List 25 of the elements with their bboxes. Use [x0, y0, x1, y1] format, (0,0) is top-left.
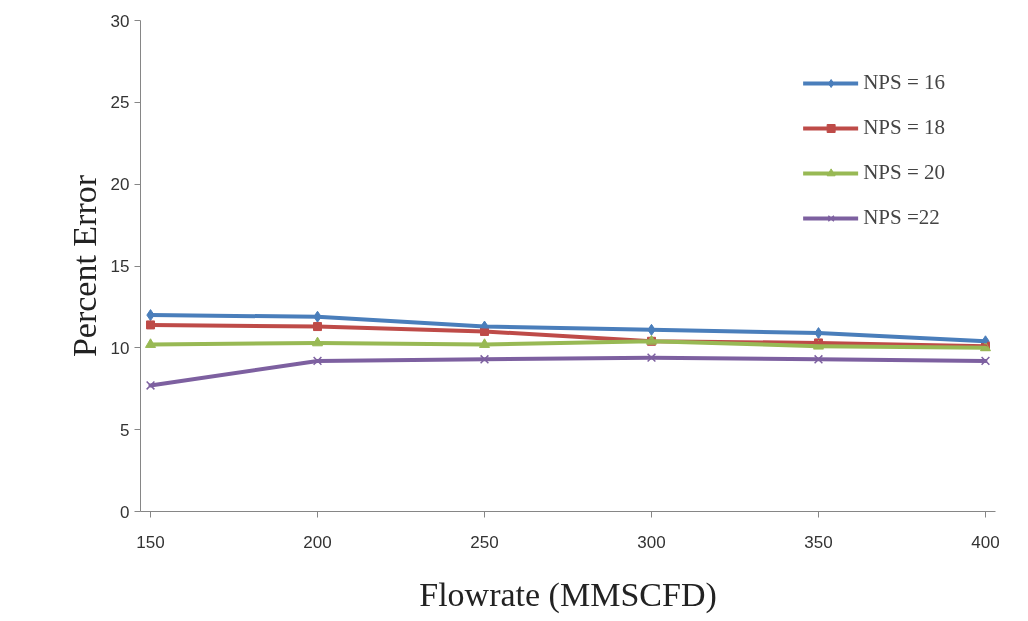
x-tick-label: 200 — [303, 532, 332, 552]
point — [479, 354, 490, 364]
y-tick-label: 15 — [110, 257, 130, 276]
point — [646, 353, 657, 363]
x-axis-title: Flowrate (MMSCFD) — [419, 575, 717, 614]
y-axis-title: Percent Error — [65, 174, 103, 358]
legend-label: NPS =22 — [863, 205, 940, 230]
y-tick-label: 5 — [120, 420, 130, 440]
y-tick-label: 30 — [110, 11, 130, 31]
x-tick-label: 400 — [971, 532, 1000, 552]
point — [813, 354, 824, 364]
y-tick-label: 20 — [110, 175, 130, 195]
y-tick-label: 25 — [110, 93, 130, 113]
y-tick-label: 10 — [110, 338, 130, 358]
legend-label: NPS = 20 — [863, 160, 945, 185]
point — [980, 356, 991, 366]
x-tick-label: 300 — [637, 532, 666, 552]
x-tick-label: 150 — [136, 532, 165, 552]
point — [145, 380, 156, 391]
point — [312, 356, 323, 366]
x-tick-label: 350 — [804, 532, 833, 552]
y-tick-label: 0 — [120, 502, 130, 522]
legend-label: NPS = 18 — [863, 115, 945, 140]
legend-label: NPS = 16 — [863, 70, 945, 95]
x-tick-label: 250 — [470, 532, 499, 552]
